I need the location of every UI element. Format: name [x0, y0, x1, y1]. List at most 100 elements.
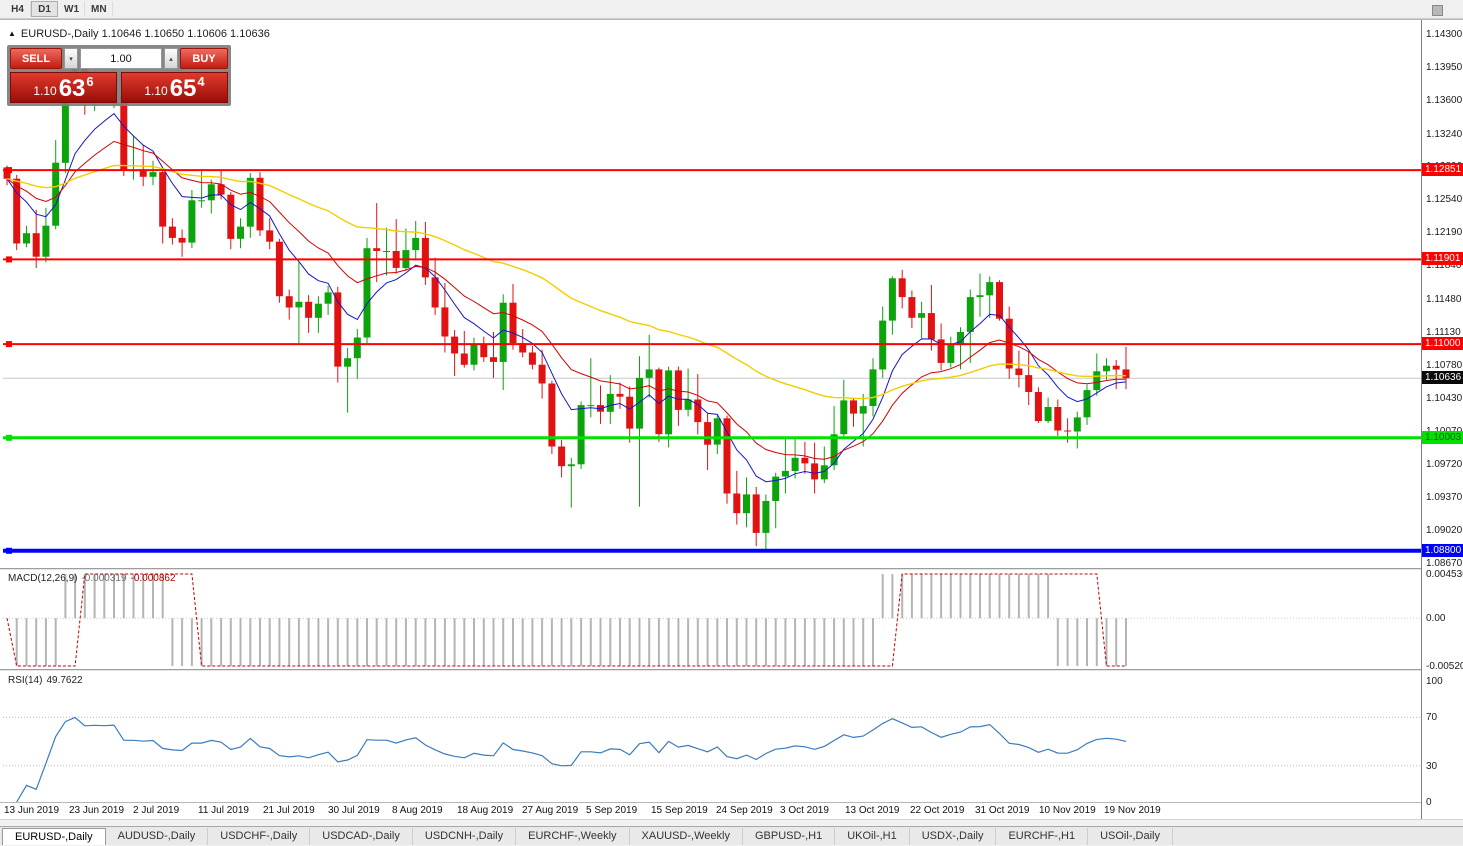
price-axis-label: 1.09020 — [1426, 525, 1463, 536]
chart-tab[interactable]: USDCAD-,Daily — [310, 828, 413, 845]
chart-tab[interactable]: EURCHF-,H1 — [996, 828, 1089, 845]
date-axis-label: 23 Jun 2019 — [69, 805, 125, 816]
date-axis-label: 30 Jul 2019 — [328, 805, 380, 816]
hline-price-tag[interactable]: 1.11901 — [1422, 252, 1463, 265]
price-axis-label: 1.11840 — [1426, 260, 1462, 271]
trade-panel-prices-row: 1.10 63 6 1.10 65 4 — [10, 72, 228, 103]
macd-axis-label: 0.00 — [1426, 613, 1446, 624]
date-axis-label: 19 Nov 2019 — [1104, 805, 1161, 816]
timeframe-button-w1[interactable]: W1 — [58, 1, 85, 17]
date-axis-label: 31 Oct 2019 — [975, 805, 1030, 816]
hline-price-tag[interactable]: 1.10003 — [1422, 431, 1463, 444]
sell-button[interactable]: SELL — [10, 48, 62, 69]
chart-tab[interactable]: USOil-,Daily — [1088, 828, 1173, 845]
price-axis-label: 1.12540 — [1426, 194, 1463, 205]
price-axis-label: 1.08670 — [1426, 558, 1463, 569]
date-axis-label: 15 Sep 2019 — [651, 805, 708, 816]
current-price-tag: 1.10636 — [1422, 371, 1463, 384]
price-axis-label: 1.11480 — [1426, 294, 1462, 305]
price-axis-label: 1.10430 — [1426, 393, 1463, 404]
macd-indicator-label: MACD(12,26,9) -0.000319 -0.000862 — [8, 573, 176, 584]
price-axis-label: 1.09720 — [1426, 459, 1463, 470]
price-axis-label: 1.13950 — [1426, 62, 1463, 73]
chart-tab[interactable]: USDCHF-,Daily — [208, 828, 311, 845]
chart-tabs-bar: EURUSD-,Daily AUDUSD-,Daily USDCHF-,Daily U… — [0, 826, 1463, 845]
chart-tab[interactable]: GBPUSD-,H1 — [742, 828, 836, 845]
macd-axis-label: -0.005205 — [1426, 661, 1463, 672]
chart-tab[interactable]: EURCHF-,Weekly — [516, 828, 630, 845]
date-axis-label: 8 Aug 2019 — [392, 805, 443, 816]
date-axis[interactable]: 13 Jun 2019 23 Jun 2019 2 Jul 2019 11 Jul 2… — [0, 802, 1421, 819]
macd-title: MACD(12,26,9) — [8, 573, 78, 584]
pane-divider-macd[interactable] — [0, 568, 1421, 571]
chart-tab[interactable]: UKOil-,H1 — [835, 828, 910, 845]
chart-tab[interactable]: USDX-,Daily — [909, 828, 997, 845]
lot-decrease-icon[interactable]: ▾ — [64, 48, 78, 69]
date-axis-label: 27 Aug 2019 — [522, 805, 579, 816]
sell-price-display[interactable]: 1.10 63 6 — [10, 72, 117, 103]
chart-tab[interactable]: XAUUSD-,Weekly — [629, 828, 743, 845]
chart-tab[interactable]: AUDUSD-,Daily — [105, 828, 209, 845]
rsi-indicator-label: RSI(14) 49.7622 — [8, 675, 83, 686]
chart-scroll-strip[interactable] — [0, 819, 1463, 827]
date-axis-label: 11 Jul 2019 — [198, 805, 249, 816]
oneclick-collapse-icon[interactable]: ▲ — [8, 29, 16, 38]
price-axis[interactable]: 1.143001.139501.136001.132401.128901.125… — [1421, 20, 1463, 819]
macd-signal-value: -0.000862 — [130, 573, 176, 584]
price-axis-label: 1.09370 — [1426, 492, 1463, 503]
price-axis-label: 1.10780 — [1426, 360, 1463, 371]
bid-base: 1.10 — [33, 84, 57, 98]
rsi-title: RSI(14) — [8, 675, 43, 686]
price-axis-label: 1.13600 — [1426, 95, 1463, 106]
buy-button[interactable]: BUY — [180, 48, 228, 69]
ask-big-digits: 65 — [169, 75, 197, 102]
price-axis-label: 1.12190 — [1426, 227, 1463, 238]
date-axis-label: 21 Jul 2019 — [263, 805, 315, 816]
lot-size-input[interactable] — [80, 48, 162, 69]
toolbar-overflow-icon[interactable] — [1432, 5, 1443, 16]
main-chart-canvas[interactable] — [3, 21, 1421, 568]
date-axis-label: 2 Jul 2019 — [133, 805, 180, 816]
date-axis-label: 22 Oct 2019 — [910, 805, 965, 816]
price-axis-label: 1.11130 — [1426, 327, 1461, 338]
buy-price-display[interactable]: 1.10 65 4 — [121, 72, 228, 103]
rsi-value: 49.7622 — [46, 675, 83, 686]
date-axis-label: 3 Oct 2019 — [780, 805, 829, 816]
pane-divider-rsi[interactable] — [0, 669, 1421, 672]
lot-increase-icon[interactable]: ▴ — [164, 48, 178, 69]
macd-canvas[interactable] — [3, 571, 1421, 669]
macd-main-value: -0.000319 — [81, 573, 127, 584]
rsi-axis-label: 70 — [1426, 712, 1438, 723]
rsi-axis-label: 0 — [1426, 797, 1432, 808]
timeframe-button-mn[interactable]: MN — [85, 1, 113, 17]
chart-tab[interactable]: EURUSD-,Daily — [2, 828, 106, 845]
date-axis-label: 18 Aug 2019 — [457, 805, 514, 816]
date-axis-label: 24 Sep 2019 — [716, 805, 773, 816]
trade-panel-controls-row: SELL ▾ ▴ BUY — [10, 48, 228, 69]
rsi-axis-label: 100 — [1426, 676, 1443, 687]
ask-base: 1.10 — [144, 84, 168, 98]
rsi-canvas[interactable] — [3, 672, 1421, 802]
timeframe-button-d1[interactable]: D1 — [31, 1, 58, 17]
hline-price-tag[interactable]: 1.11000 — [1422, 337, 1463, 350]
date-axis-label: 5 Sep 2019 — [586, 805, 638, 816]
one-click-trading-panel: SELL ▾ ▴ BUY 1.10 63 6 1.10 65 4 — [7, 45, 231, 106]
bid-pip-digit: 6 — [86, 74, 94, 89]
ask-pip-digit: 4 — [197, 74, 205, 89]
date-axis-label: 13 Oct 2019 — [845, 805, 900, 816]
price-axis-label: 1.14300 — [1426, 29, 1463, 40]
timeframe-button-h4[interactable]: H4 — [4, 1, 31, 17]
hline-price-tag[interactable]: 1.12851 — [1422, 163, 1463, 176]
symbol-ohlc-text: EURUSD-,Daily 1.10646 1.10650 1.10606 1.… — [20, 28, 270, 40]
chart-window: 1.143001.139501.136001.132401.128901.125… — [0, 19, 1463, 827]
macd-axis-label: 0.004536 — [1426, 569, 1463, 580]
timeframe-toolbar: H4 D1 W1 MN — [0, 0, 1463, 19]
bid-big-digits: 63 — [58, 75, 86, 102]
rsi-axis-label: 30 — [1426, 761, 1438, 772]
date-axis-label: 10 Nov 2019 — [1039, 805, 1096, 816]
price-axis-label: 1.13240 — [1426, 129, 1463, 140]
chart-symbol-header: ▲ EURUSD-,Daily 1.10646 1.10650 1.10606 … — [8, 28, 270, 40]
date-axis-label: 13 Jun 2019 — [4, 805, 60, 816]
chart-tab[interactable]: USDCNH-,Daily — [412, 828, 517, 845]
hline-price-tag[interactable]: 1.08800 — [1422, 544, 1463, 557]
